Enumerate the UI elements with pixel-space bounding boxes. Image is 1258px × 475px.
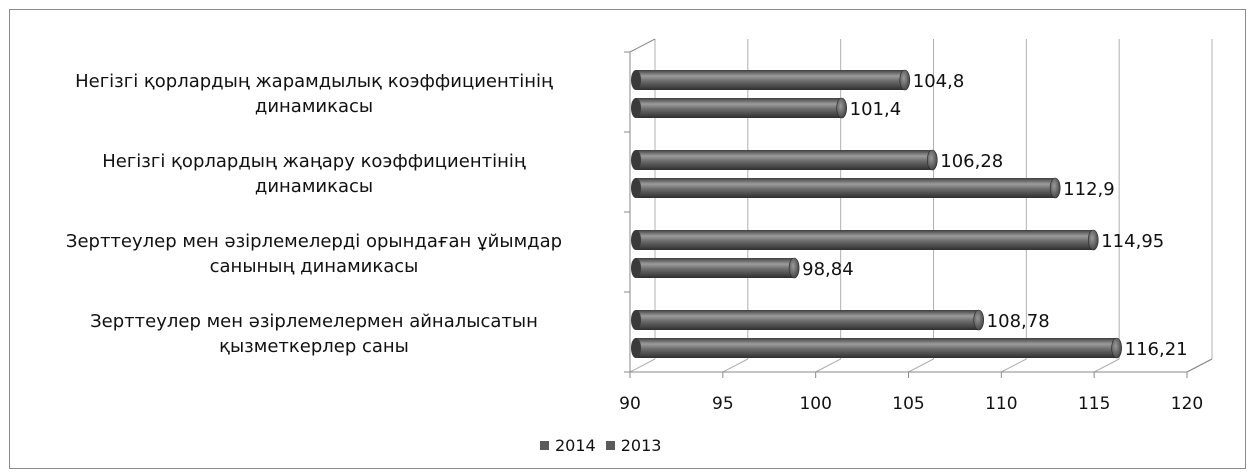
category-label: Негізгі қорлардың жаңару коэффициентінің…: [102, 151, 526, 197]
bar-body: [636, 70, 905, 90]
bar-2013-2: 98,84: [631, 257, 854, 280]
floor-edge: [1186, 358, 1213, 373]
data-label: 114,95: [1101, 231, 1164, 252]
floor-gridline: [1001, 358, 1027, 373]
legend-item-2014: 2014: [540, 436, 596, 455]
bar-2014-0: 104,8: [631, 69, 965, 92]
legend-swatch-2014: [540, 441, 549, 450]
data-label: 101,4: [850, 99, 902, 120]
x-tick-label: 110: [985, 394, 1017, 414]
data-label: 98,84: [802, 259, 854, 280]
legend-item-2013: 2013: [605, 436, 662, 455]
bar-body: [636, 178, 1056, 198]
x-tick-label: 120: [1171, 394, 1203, 414]
bar-start-cap: [631, 310, 641, 330]
bar-2013-3: 116,21: [631, 337, 1188, 360]
x-tick-label: 105: [892, 394, 924, 414]
bar-start-cap: [631, 70, 641, 90]
bar-2014-1: 106,28: [631, 149, 1003, 172]
bar-2013-0: 101,4: [631, 97, 902, 120]
bar-end-cap: [836, 97, 847, 119]
x-axis-ticks: 90 95 100 105 110 115 120: [619, 372, 1203, 414]
bar-end-cap: [899, 69, 911, 91]
bar-start-cap: [631, 178, 641, 198]
bar-end-cap: [1049, 177, 1061, 199]
bar-body: [636, 258, 795, 278]
data-label: 116,21: [1125, 339, 1188, 360]
data-label: 108,78: [987, 311, 1050, 332]
bar-end-cap: [973, 309, 984, 331]
bar-body: [636, 98, 842, 118]
data-label: 104,8: [913, 71, 965, 92]
floor-gridline: [629, 358, 656, 373]
bar-start-cap: [631, 258, 641, 278]
category-label: Негізгі қорлардың жарамдылық коэффициент…: [75, 71, 553, 117]
bar-2014-3: 108,78: [631, 309, 1050, 332]
data-label: 112,9: [1063, 179, 1115, 200]
floor-gridline: [908, 358, 934, 373]
x-tick-label: 115: [1078, 394, 1110, 414]
legend-swatch-2013: [605, 441, 615, 450]
bar-end-cap: [926, 149, 938, 171]
x-tick-label: 95: [712, 394, 734, 414]
bar-end-cap: [1111, 337, 1122, 359]
floor-gridline: [722, 358, 749, 373]
legend-label-2014: 2014: [555, 436, 596, 455]
legend-label-2013: 2013: [620, 436, 662, 455]
bar-start-cap: [631, 98, 641, 118]
chart-frame: [9, 9, 1246, 469]
bars: 104,8 101,4 106,28 112,9 114,95 98,84 108,78 11…: [631, 69, 1188, 360]
bar-body: [636, 338, 1117, 358]
bar-2014-2: 114,95: [631, 229, 1164, 252]
bar-start-cap: [631, 150, 641, 170]
x-tick-label: 100: [799, 394, 831, 414]
category-label: Зерттеулер мен әзірлемелерді орындаған ұ…: [65, 231, 563, 277]
bar-start-cap: [631, 230, 641, 250]
bar-end-cap: [1087, 229, 1099, 251]
legend: 2014 2013: [540, 436, 661, 455]
floor-gridline: [1093, 358, 1120, 373]
x-tick-label: 90: [619, 394, 641, 414]
bar-2013-1: 112,9: [631, 177, 1115, 200]
bar-start-cap: [631, 338, 641, 358]
bar-end-cap: [788, 257, 800, 279]
floor-gridline: [815, 358, 841, 373]
bar-body: [636, 230, 1094, 250]
bar-body: [636, 310, 979, 330]
data-label: 106,28: [940, 151, 1003, 172]
bar-body: [636, 150, 933, 170]
category-label: Зерттеулер мен әзірлемелермен айналысаты…: [90, 311, 538, 357]
wall-edge: [629, 38, 656, 53]
